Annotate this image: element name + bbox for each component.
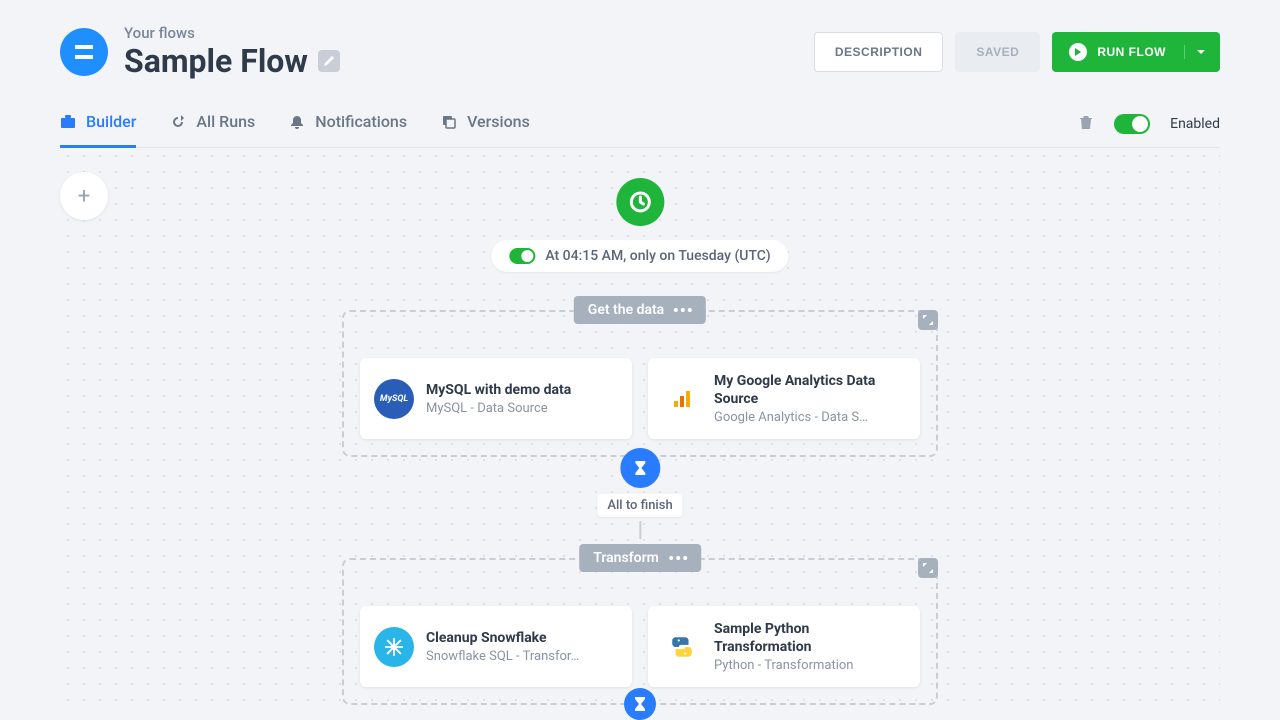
connector-node[interactable]: All to finish bbox=[597, 448, 682, 539]
card-subtitle: MySQL - Data Source bbox=[426, 401, 618, 416]
connector-line bbox=[639, 521, 641, 539]
card-subtitle: Google Analytics - Data S… bbox=[714, 410, 906, 425]
card-subtitle: Snowflake SQL - Transfor… bbox=[426, 649, 618, 664]
edit-title-button[interactable] bbox=[318, 50, 340, 72]
phase-header[interactable]: Get the data bbox=[574, 296, 706, 324]
phase-header[interactable]: Transform bbox=[579, 544, 701, 572]
page-title: Sample Flow bbox=[124, 42, 308, 80]
run-flow-button[interactable]: Run Flow bbox=[1052, 32, 1220, 72]
tab-builder[interactable]: Builder bbox=[60, 100, 136, 148]
expand-button[interactable] bbox=[918, 558, 938, 578]
tab-versions-label: Versions bbox=[467, 112, 530, 131]
tab-allruns[interactable]: All Runs bbox=[170, 100, 255, 148]
card-title: Sample Python Transformation bbox=[714, 620, 906, 656]
card-subtitle: Python - Transformation bbox=[714, 658, 906, 673]
phase-title: Get the data bbox=[588, 302, 664, 318]
schedule-pill[interactable]: At 04:15 AM, only on Tuesday (UTC) bbox=[491, 240, 788, 272]
tab-allruns-label: All Runs bbox=[196, 112, 255, 131]
card-title: MySQL with demo data bbox=[426, 381, 618, 399]
card-title: Cleanup Snowflake bbox=[426, 629, 618, 647]
breadcrumb[interactable]: Your flows bbox=[124, 24, 814, 42]
more-icon[interactable] bbox=[669, 556, 687, 560]
schedule-toggle[interactable] bbox=[509, 248, 535, 264]
description-button[interactable]: Description bbox=[814, 32, 944, 72]
canvas[interactable]: + At 04:15 AM, only on Tuesday (UTC) Get… bbox=[60, 148, 1220, 708]
connector-label: All to finish bbox=[597, 494, 682, 517]
phase-get-data[interactable]: Get the data MySQL MySQL with demo data … bbox=[342, 310, 938, 457]
card-python[interactable]: Sample Python Transformation Python - Tr… bbox=[648, 606, 920, 687]
card-ga[interactable]: My Google Analytics Data Source Google A… bbox=[648, 358, 920, 439]
more-icon[interactable] bbox=[674, 308, 692, 312]
mysql-icon: MySQL bbox=[374, 379, 414, 419]
chevron-down-icon[interactable] bbox=[1184, 45, 1205, 59]
hourglass-icon bbox=[624, 688, 656, 720]
tab-builder-label: Builder bbox=[86, 112, 136, 131]
add-button[interactable]: + bbox=[60, 172, 108, 220]
tabs: Builder All Runs Notifications Versions … bbox=[60, 100, 1220, 148]
hourglass-icon bbox=[620, 448, 660, 488]
tab-notifications-label: Notifications bbox=[315, 112, 407, 131]
tab-versions[interactable]: Versions bbox=[441, 100, 530, 148]
run-flow-label: Run Flow bbox=[1097, 45, 1166, 59]
schedule-text: At 04:15 AM, only on Tuesday (UTC) bbox=[545, 248, 770, 264]
expand-button[interactable] bbox=[918, 310, 938, 330]
card-mysql[interactable]: MySQL MySQL with demo data MySQL - Data … bbox=[360, 358, 632, 439]
card-title: My Google Analytics Data Source bbox=[714, 372, 906, 408]
snowflake-icon bbox=[374, 627, 414, 667]
google-analytics-icon bbox=[662, 379, 702, 419]
header: Your flows Sample Flow Description Saved… bbox=[60, 0, 1220, 100]
phase-title: Transform bbox=[593, 550, 659, 566]
clock-icon bbox=[616, 178, 664, 226]
enabled-label: Enabled bbox=[1170, 116, 1220, 132]
play-icon bbox=[1069, 43, 1087, 61]
tab-notifications[interactable]: Notifications bbox=[289, 100, 407, 148]
app-logo bbox=[60, 28, 108, 76]
phase-transform[interactable]: Transform Cleanup Snowflake Snowflake SQ… bbox=[342, 558, 938, 705]
enabled-toggle[interactable] bbox=[1114, 114, 1150, 134]
delete-button[interactable] bbox=[1078, 114, 1094, 134]
trigger-node[interactable]: At 04:15 AM, only on Tuesday (UTC) bbox=[491, 178, 788, 272]
connector-node-bottom[interactable] bbox=[624, 688, 656, 720]
python-icon bbox=[662, 627, 702, 667]
card-snowflake[interactable]: Cleanup Snowflake Snowflake SQL - Transf… bbox=[360, 606, 632, 687]
saved-button[interactable]: Saved bbox=[955, 32, 1040, 72]
